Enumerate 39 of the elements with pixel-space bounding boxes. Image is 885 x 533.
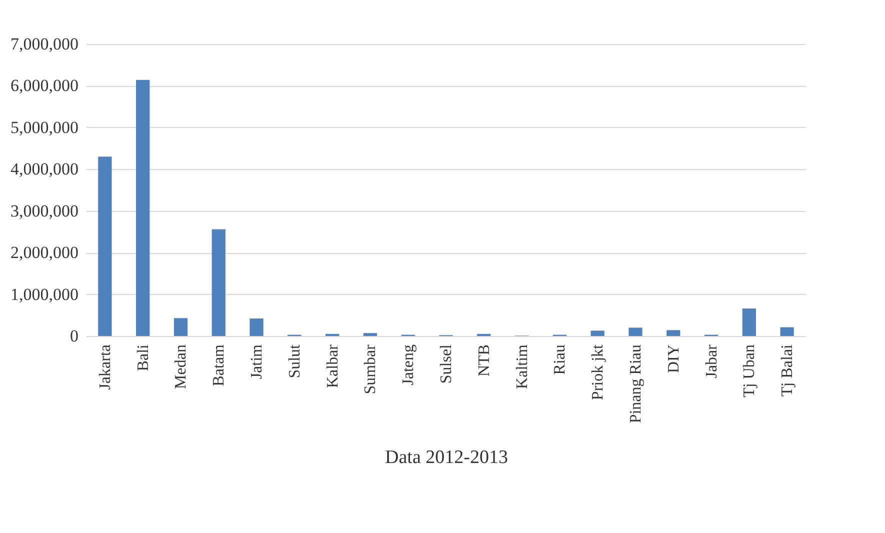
bar: [212, 229, 226, 336]
bar: [590, 330, 604, 336]
x-tick-label: Pinang Riau: [627, 344, 644, 424]
y-tick-label: 2,000,000: [10, 243, 78, 262]
x-tick-label: Kaltim: [514, 344, 531, 389]
x-tick-label: Riau: [552, 344, 569, 375]
x-tick-label: Priok jkt: [590, 344, 607, 400]
x-tick-label: Sumbar: [362, 344, 380, 394]
y-tick-label: 3,000,000: [10, 201, 78, 220]
x-tick-label: Tj Uban: [741, 344, 758, 398]
x-tick-label: DIY: [665, 344, 682, 373]
bar: [742, 308, 756, 336]
bar: [174, 318, 188, 336]
x-tick-label: Tj Balai: [779, 344, 796, 396]
y-tick-label: 0: [70, 326, 78, 346]
x-tick-label: Jakarta: [96, 344, 114, 390]
x-axis-title: Data 2012-2013: [385, 447, 508, 468]
bar: [628, 328, 642, 336]
bar: [666, 330, 680, 336]
x-tick-label: Batam: [210, 344, 228, 386]
y-tick-label: 5,000,000: [10, 118, 78, 137]
x-tick-label: Jatim: [248, 344, 266, 380]
bar: [780, 327, 794, 336]
bar: [98, 156, 112, 336]
x-tick-label: Bali: [134, 344, 152, 372]
x-tick-label: Jabar: [703, 344, 720, 378]
x-tick-label: Sulsel: [438, 344, 455, 384]
y-tick-label: 4,000,000: [10, 160, 78, 179]
x-tick-label: NTB: [476, 344, 493, 376]
x-tick-label: Jateng: [400, 344, 418, 386]
y-tick-label: 6,000,000: [10, 76, 78, 96]
x-tick-label: Kalbar: [324, 344, 342, 388]
bar: [250, 318, 264, 336]
x-tick-label: Medan: [172, 344, 190, 389]
y-tick-label: 7,000,000: [10, 34, 78, 54]
y-tick-label: 1,000,000: [10, 284, 78, 304]
bar: [363, 333, 378, 336]
x-tick-label: Sulut: [286, 344, 304, 378]
bar: [136, 80, 150, 336]
